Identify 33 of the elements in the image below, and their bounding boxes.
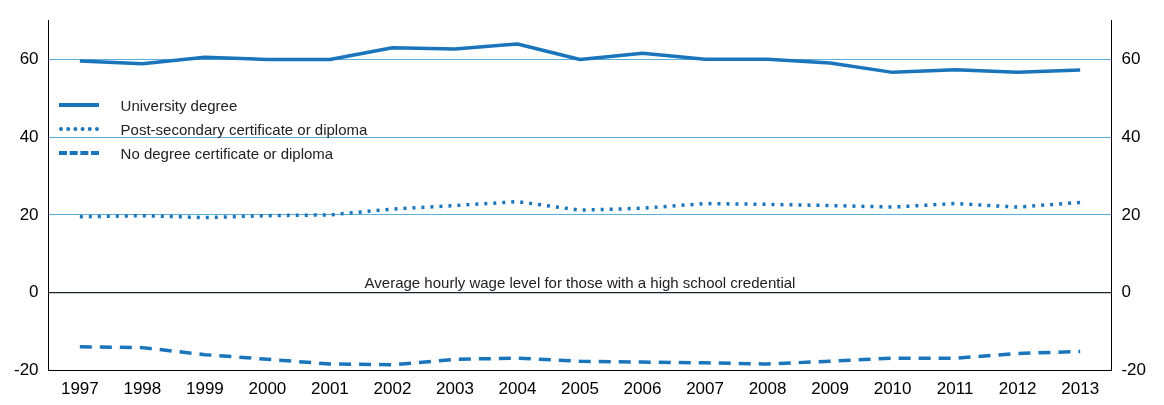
y-tick-label: 40 [19, 126, 39, 146]
x-tick-label: 2000 [248, 379, 287, 399]
y-tick-label: -20 [13, 360, 39, 380]
legend-label: No degree certificate or diploma [120, 144, 334, 162]
x-tick-label: 2012 [998, 379, 1037, 399]
x-tick-label: 1999 [185, 379, 224, 399]
x-tick-label: 2002 [373, 379, 412, 399]
x-tick-label: 2005 [561, 379, 599, 399]
y2-tick-label: 60 [1121, 48, 1141, 68]
x-tick-label: 2011 [936, 379, 974, 399]
x-tick-label: 2008 [748, 379, 787, 399]
x-tick-label: 2006 [623, 379, 662, 399]
x-tick-label: 2001 [311, 379, 349, 399]
y2-tick-label: 40 [1121, 126, 1141, 146]
y2-tick-label: 20 [1121, 204, 1141, 224]
x-tick-label: 2004 [498, 379, 537, 399]
x-tick-label: 2003 [436, 379, 474, 399]
line-series [78, 345, 1082, 367]
y-tick-label: 0 [29, 282, 39, 302]
line-series [78, 199, 1082, 220]
legend-label: Post-secondary certificate or diploma [120, 120, 368, 138]
y2-tick-label: -20 [1121, 360, 1147, 380]
legend-label: University degree [120, 96, 238, 114]
x-tick-label: 2009 [811, 379, 849, 399]
x-tick-label: 2007 [686, 379, 724, 399]
y2-tick-label: 0 [1121, 282, 1131, 302]
x-tick-label: 2013 [1061, 379, 1100, 399]
x-tick-label: 1997 [60, 379, 99, 399]
x-tick-label: 1998 [123, 379, 162, 399]
x-tick-label: 2010 [873, 379, 912, 399]
y-tick-label: 20 [19, 204, 39, 224]
y-tick-label: 60 [19, 48, 39, 68]
ref-line-label: Average hourly wage level for those with a high school credential [364, 274, 796, 292]
